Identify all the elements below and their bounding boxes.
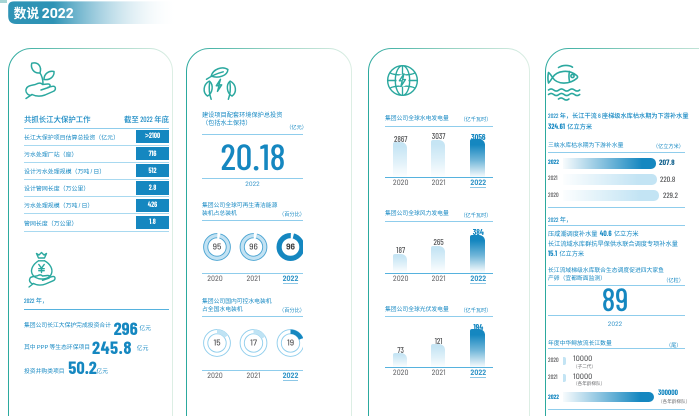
svg-text:19: 19 — [287, 337, 294, 347]
svg-text:15: 15 — [213, 337, 220, 347]
svg-text:95: 95 — [213, 242, 222, 252]
svg-text:17: 17 — [250, 337, 257, 347]
svg-text:96: 96 — [249, 242, 258, 252]
svg-text:96: 96 — [286, 242, 295, 252]
